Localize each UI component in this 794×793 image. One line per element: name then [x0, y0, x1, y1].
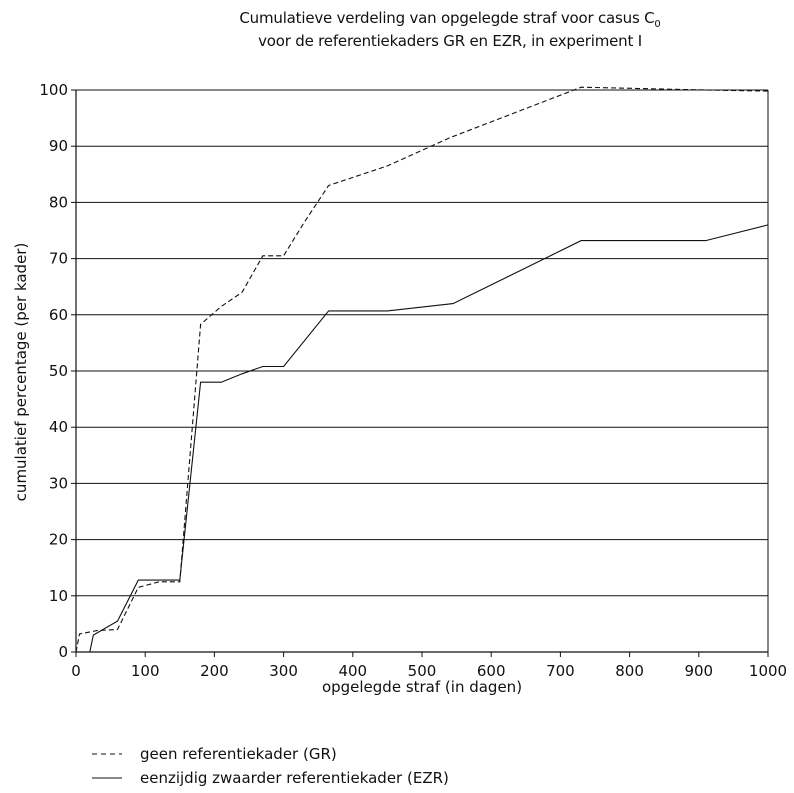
- y-tick-label: 20: [49, 531, 68, 549]
- y-tick-label: 80: [49, 193, 68, 211]
- y-tick-label: 60: [49, 306, 68, 324]
- x-tick-label: 1000: [749, 662, 787, 680]
- legend-label-ezr: eenzijdig zwaarder referentiekader (EZR): [140, 769, 449, 787]
- series-lines: [75, 86, 769, 653]
- y-axis-label: cumulatief percentage (per kader): [12, 243, 30, 502]
- x-tick-label: 600: [477, 662, 506, 680]
- series-line-gr: [75, 86, 769, 653]
- gridlines: [76, 89, 768, 597]
- x-tick-label: 700: [546, 662, 575, 680]
- x-axis-label: opgelegde straf (in dagen): [322, 678, 522, 696]
- y-tick-label: 70: [49, 250, 68, 268]
- series-line-ezr: [76, 224, 769, 653]
- x-tick-label: 400: [338, 662, 367, 680]
- y-tick-label: 90: [49, 137, 68, 155]
- x-tick-label: 900: [684, 662, 713, 680]
- y-tick-label: 50: [49, 362, 68, 380]
- y-tick-label: 10: [49, 587, 68, 605]
- x-tick-label: 800: [615, 662, 644, 680]
- chart-title-subscript: 0: [654, 19, 661, 30]
- y-tick-label: 0: [58, 643, 68, 661]
- x-tick-label: 300: [269, 662, 298, 680]
- y-tick-label: 40: [49, 418, 68, 436]
- chart-title-line-1: Cumulatieve verdeling van opgelegde stra…: [100, 9, 794, 30]
- x-tick-label: 200: [200, 662, 229, 680]
- axes: [71, 89, 769, 657]
- chart-title-line-2: voor de referentiekaders GR en EZR, in e…: [258, 32, 642, 50]
- chart-title-text: Cumulatieve verdeling van opgelegde stra…: [239, 9, 655, 27]
- y-tick-labels: 0 10 20 30 40 50 60 70 80 90 100: [39, 81, 68, 661]
- x-tick-label: 0: [71, 662, 81, 680]
- x-tick-label: 500: [408, 662, 437, 680]
- x-tick-label: 100: [131, 662, 160, 680]
- x-tick-labels: 0 100 200 300 400 500 600 700 800 900 1000: [71, 662, 787, 680]
- legend: geen referentiekader (GR) eenzijdig zwaa…: [92, 745, 449, 787]
- legend-label-gr: geen referentiekader (GR): [140, 745, 337, 763]
- y-tick-label: 100: [39, 81, 68, 99]
- y-tick-label: 30: [49, 474, 68, 492]
